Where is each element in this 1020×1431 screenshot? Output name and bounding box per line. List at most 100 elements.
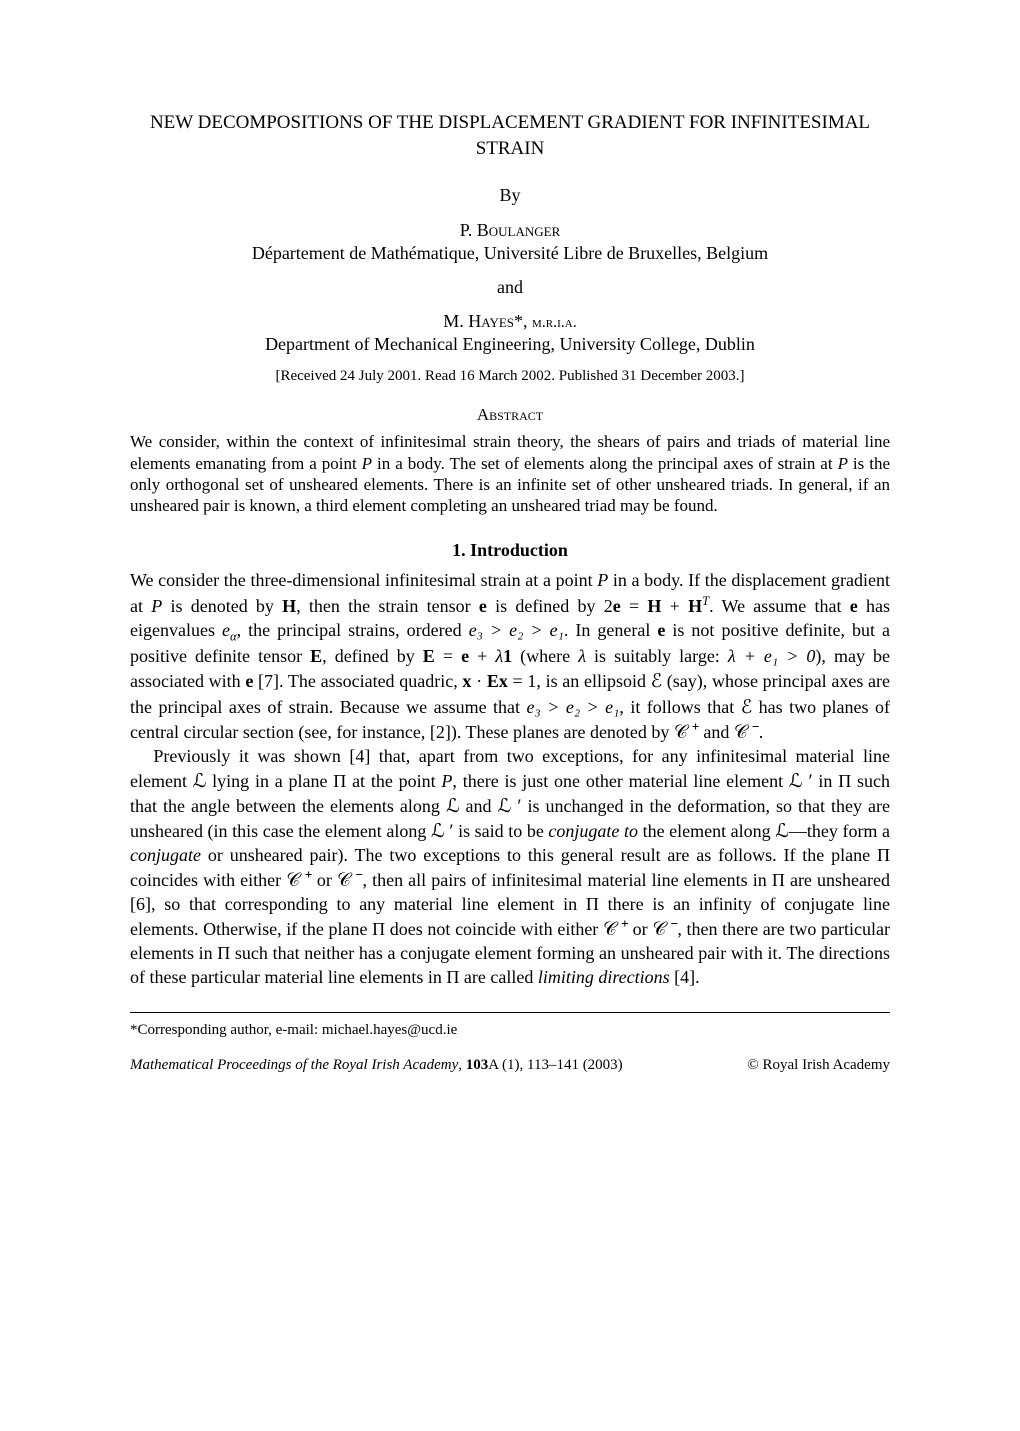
- author2-surname: Hayes: [468, 311, 514, 331]
- t: (where: [512, 646, 578, 666]
- author-2: M. Hayes*, m.r.i.a.: [130, 311, 890, 332]
- math-E: E: [487, 671, 499, 691]
- author2-suffix: *,: [514, 311, 532, 331]
- math-lambda: λ: [495, 646, 503, 666]
- t: , there is just one other material line …: [452, 771, 788, 791]
- t: , then the strain tensor: [296, 596, 479, 616]
- t: =: [435, 646, 461, 666]
- t: is defined by 2: [487, 596, 613, 616]
- t: =: [621, 596, 648, 616]
- affiliation-1: Département de Mathématique, Université …: [130, 243, 890, 264]
- footer-volume: 103: [466, 1057, 489, 1073]
- math-scriptE: ℰ: [741, 697, 752, 718]
- footer-journal-details: , 103A (1), 113–141 (2003): [458, 1057, 622, 1073]
- and-label: and: [130, 277, 890, 298]
- term-conjugate: conjugate: [130, 845, 201, 865]
- t: [7]. The associated quadric,: [253, 671, 462, 691]
- t: . We assume that: [709, 596, 850, 616]
- math-alpha-sub: α: [230, 630, 237, 644]
- math-e: e: [850, 596, 858, 616]
- math-e: e: [479, 596, 487, 616]
- introduction-body: We consider the three-dimensional infini…: [130, 569, 890, 990]
- t: , the principal strains, ordered: [237, 620, 469, 640]
- author2-initial: M.: [443, 311, 468, 331]
- section-1-heading: 1. Introduction: [130, 540, 890, 561]
- t: e: [461, 646, 469, 666]
- author1-initial: P.: [460, 220, 477, 240]
- math-scriptL: ℒ: [446, 796, 460, 817]
- math-order: e₃ > e₂ > e₁: [469, 620, 564, 640]
- abstract-text: We consider, within the context of infin…: [130, 431, 890, 516]
- t: +: [469, 646, 495, 666]
- footer-copyright: © Royal Irish Academy: [747, 1057, 890, 1074]
- math-H: H: [688, 596, 702, 616]
- author1-surname: Boulanger: [477, 220, 561, 240]
- math-e: e: [613, 596, 621, 616]
- math-Ebold: E: [310, 646, 322, 666]
- math-lambdae1: λ + e₁ > 0: [728, 646, 816, 666]
- math-scriptLprime: ℒ ′: [498, 796, 522, 817]
- t: or: [312, 870, 337, 890]
- author-1: P. Boulanger: [130, 220, 890, 241]
- math-P: P: [362, 454, 372, 473]
- abstract-part-2: in a body. The set of elements along the…: [372, 454, 838, 473]
- math-ealpha: e: [222, 620, 230, 640]
- math-Cminus: 𝒞 ⁻: [652, 919, 677, 940]
- math-scriptLprime: ℒ ′: [789, 771, 813, 792]
- math-scriptLprime: ℒ ′: [431, 821, 454, 842]
- math-Cplus: 𝒞 ⁺: [674, 722, 699, 743]
- by-label: By: [130, 185, 890, 206]
- t: , defined by: [322, 646, 423, 666]
- t: is said to be: [454, 821, 549, 841]
- math-H: H: [647, 596, 661, 616]
- t: +: [661, 596, 688, 616]
- t: or: [628, 919, 652, 939]
- t: the element along: [638, 821, 775, 841]
- t: . In general: [564, 620, 658, 640]
- math-Cplus: 𝒞 ⁺: [603, 919, 628, 940]
- t: , is an ellipsoid: [536, 671, 650, 691]
- footnote-separator: [130, 1012, 890, 1013]
- t: E: [423, 646, 435, 666]
- math-scriptL: ℒ: [193, 771, 207, 792]
- t: .: [759, 722, 764, 742]
- math-x: x: [499, 671, 508, 691]
- math-Cminus: 𝒞 ⁻: [734, 722, 759, 743]
- footer-journal: Mathematical Proceedings of the Royal Ir…: [130, 1057, 623, 1074]
- math-P: P: [597, 570, 608, 590]
- paper-title: NEW DECOMPOSITIONS OF THE DISPLACEMENT G…: [130, 110, 890, 161]
- math-H: H: [282, 596, 296, 616]
- t: and: [699, 722, 734, 742]
- math-P: P: [151, 596, 162, 616]
- term-limiting-directions: limiting directions: [538, 967, 670, 987]
- author2-honorific: m.r.i.a.: [532, 314, 577, 331]
- received-line: [Received 24 July 2001. Read 16 March 20…: [130, 368, 890, 385]
- t: We consider the three-dimensional infini…: [130, 570, 597, 590]
- t: is suitably large:: [586, 646, 728, 666]
- math-Cminus: 𝒞 ⁻: [337, 870, 363, 891]
- affiliation-2: Department of Mechanical Engineering, Un…: [130, 334, 890, 355]
- intro-para-2: Previously it was shown [4] that, apart …: [130, 745, 890, 990]
- math-lambda: λ: [578, 646, 586, 666]
- t: is denoted by: [162, 596, 282, 616]
- math-Eeq: E: [423, 646, 435, 666]
- t: [4].: [670, 967, 700, 987]
- t: lying in a plane Π at the point: [206, 771, 441, 791]
- math-scriptL: ℒ: [775, 821, 789, 842]
- math-Cplus: 𝒞 ⁺: [286, 870, 312, 891]
- math-P: P: [838, 454, 848, 473]
- footnote-corresponding-author: *Corresponding author, e-mail: michael.h…: [130, 1022, 890, 1039]
- t: , it follows that: [619, 697, 740, 717]
- math-scriptE: ℰ: [651, 671, 662, 692]
- footer-journal-name: Mathematical Proceedings of the Royal Ir…: [130, 1057, 458, 1073]
- intro-para-1: We consider the three-dimensional infini…: [130, 569, 890, 745]
- t: and: [460, 796, 498, 816]
- page-footer: Mathematical Proceedings of the Royal Ir…: [130, 1057, 890, 1074]
- abstract-label: Abstract: [130, 405, 890, 425]
- t: —they form a: [789, 821, 890, 841]
- math-order: e₃ > e₂ > e₁: [527, 697, 620, 717]
- math-one: 1: [503, 646, 512, 666]
- math-P: P: [441, 771, 452, 791]
- math-x: x: [462, 671, 471, 691]
- term-conjugate-to: conjugate to: [548, 821, 638, 841]
